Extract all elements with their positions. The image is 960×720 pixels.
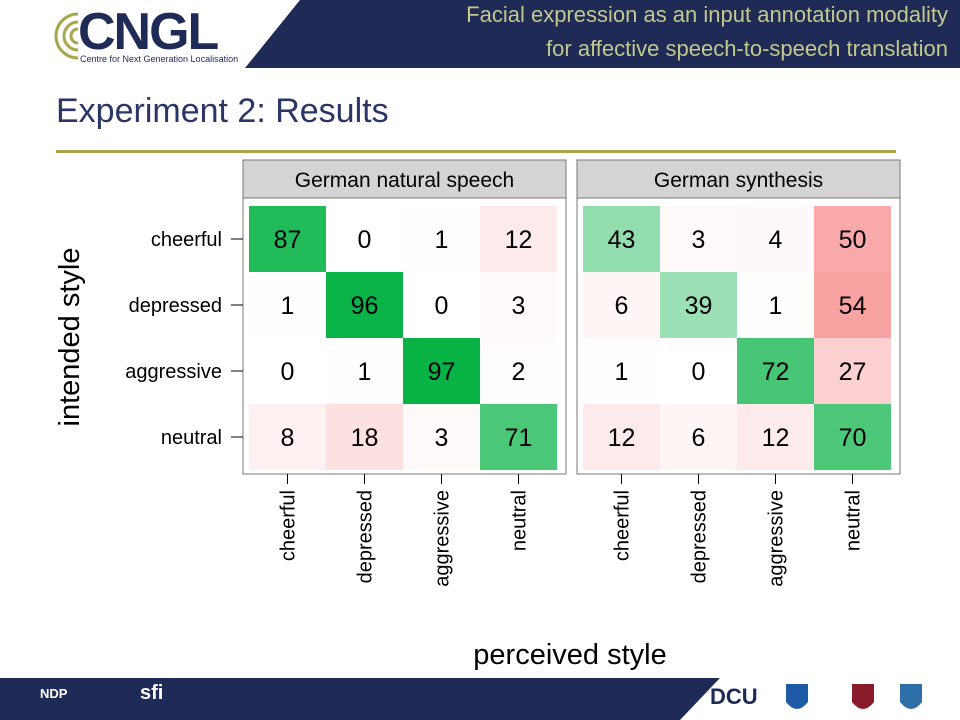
cell-value-label: 3 xyxy=(692,226,706,254)
heatmap-cell xyxy=(660,206,737,272)
tcd-crest-icon xyxy=(852,684,874,709)
cell-value-label: 3 xyxy=(435,424,449,452)
cell-value-label: 39 xyxy=(685,292,713,320)
heatmap-cell xyxy=(737,272,814,338)
heatmap-cell xyxy=(249,338,326,404)
cell-value-label: 0 xyxy=(358,226,372,254)
heatmap-cell xyxy=(583,206,660,272)
cell-value-label: 97 xyxy=(428,358,456,386)
dublin-crest-icon xyxy=(900,684,922,709)
heatmap-cell xyxy=(480,272,557,338)
sfi-logo: sfi xyxy=(140,682,164,704)
x-tick-label: cheerful xyxy=(278,490,300,561)
panel-title-1: German natural speech xyxy=(295,169,514,192)
ndp-logo: NDP xyxy=(40,686,68,701)
heatmap-cell xyxy=(814,404,891,470)
cngl-logo: CNGL xyxy=(78,3,219,61)
slide-title: Experiment 2: Results xyxy=(56,92,389,130)
panel-title-2: German synthesis xyxy=(654,169,823,192)
title-divider xyxy=(56,150,896,153)
cell-value-label: 0 xyxy=(692,358,706,386)
heatmap-cell xyxy=(660,338,737,404)
cell-value-label: 6 xyxy=(615,292,629,320)
cell-value-label: 6 xyxy=(692,424,706,452)
university-crests xyxy=(786,684,922,709)
x-tick-label: depressed xyxy=(355,490,377,583)
x-tick-label: aggressive xyxy=(432,490,454,587)
cell-value-label: 1 xyxy=(769,292,783,320)
heatmap-cell xyxy=(583,404,660,470)
x-axis-label: perceived style xyxy=(473,639,666,671)
x-tick-label: neutral xyxy=(843,490,865,551)
heatmap-cell xyxy=(403,404,480,470)
heatmap-cell xyxy=(583,338,660,404)
y-tick-label: aggressive xyxy=(125,361,222,383)
heatmap-cell xyxy=(814,206,891,272)
cell-value-label: 12 xyxy=(608,424,636,452)
heatmap-cell xyxy=(480,338,557,404)
y-axis-label: intended style xyxy=(54,248,86,427)
cell-value-label: 2 xyxy=(512,358,526,386)
cell-value-label: 3 xyxy=(512,292,526,320)
heatmap-cell xyxy=(403,338,480,404)
logo-subtitle: Centre for Next Generation Localisation xyxy=(80,54,239,64)
heatmap-cell xyxy=(814,338,891,404)
heatmap-cell xyxy=(249,404,326,470)
heatmap-cell xyxy=(326,272,403,338)
x-tick-label: neutral xyxy=(509,490,531,551)
cell-value-label: 1 xyxy=(281,292,295,320)
heatmap-cell xyxy=(737,338,814,404)
cell-value-label: 87 xyxy=(274,226,302,254)
signal-waves-icon xyxy=(54,12,79,60)
cell-value-label: 43 xyxy=(608,226,636,254)
cell-value-label: 18 xyxy=(351,424,379,452)
heatmap-cell xyxy=(660,404,737,470)
cell-value-label: 96 xyxy=(351,292,379,320)
cell-value-label: 1 xyxy=(615,358,629,386)
cell-value-label: 0 xyxy=(281,358,295,386)
heatmap-cell xyxy=(249,206,326,272)
cell-value-label: 12 xyxy=(505,226,533,254)
panel-strip-2 xyxy=(576,159,901,199)
cell-value-label: 0 xyxy=(435,292,449,320)
cell-value-label: 8 xyxy=(281,424,295,452)
heatmap-cell xyxy=(326,404,403,470)
header-band: CNGL Centre for Next Generation Localisa… xyxy=(0,0,960,68)
presentation-title-line-1: Facial expression as an input annotation… xyxy=(466,2,948,27)
cell-value-label: 12 xyxy=(762,424,790,452)
confusion-heatmap-chart: German natural speech 87 0 1 12 1 96 0 3 0 1 97 2 8 18… xyxy=(54,159,901,671)
heatmap-cell xyxy=(326,338,403,404)
x-tick-label: aggressive xyxy=(766,490,788,587)
dcu-logo: DCU xyxy=(710,684,758,709)
heatmap-cell xyxy=(737,404,814,470)
y-tick-label: cheerful xyxy=(151,229,222,251)
heatmap-cell xyxy=(480,206,557,272)
y-tick-label: neutral xyxy=(161,427,222,449)
cell-value-label: 1 xyxy=(435,226,449,254)
heatmap-cell xyxy=(583,272,660,338)
cell-value-label: 1 xyxy=(358,358,372,386)
cell-value-label: 71 xyxy=(505,424,533,452)
heatmap-cell xyxy=(814,272,891,338)
cell-value-label: 54 xyxy=(839,292,867,320)
heatmap-cell xyxy=(660,272,737,338)
heatmap-cell xyxy=(737,206,814,272)
heatmap-cell xyxy=(326,206,403,272)
cell-value-label: 4 xyxy=(769,226,783,254)
heatmap-cell xyxy=(249,272,326,338)
cell-value-label: 70 xyxy=(839,424,867,452)
header-dark-panel xyxy=(245,0,960,68)
header-background xyxy=(245,0,960,68)
cell-value-label: 50 xyxy=(839,226,867,254)
cell-value-label: 72 xyxy=(762,358,790,386)
presentation-title-line-2: for affective speech-to-speech translati… xyxy=(546,36,948,61)
x-tick-label: depressed xyxy=(689,490,711,583)
y-tick-label: depressed xyxy=(129,295,222,317)
heatmap-cell xyxy=(480,404,557,470)
heatmap-cell xyxy=(403,272,480,338)
x-tick-label: cheerful xyxy=(612,490,634,561)
cell-value-label: 27 xyxy=(839,358,867,386)
ucd-crest-icon xyxy=(786,684,808,709)
heatmap-cell xyxy=(403,206,480,272)
